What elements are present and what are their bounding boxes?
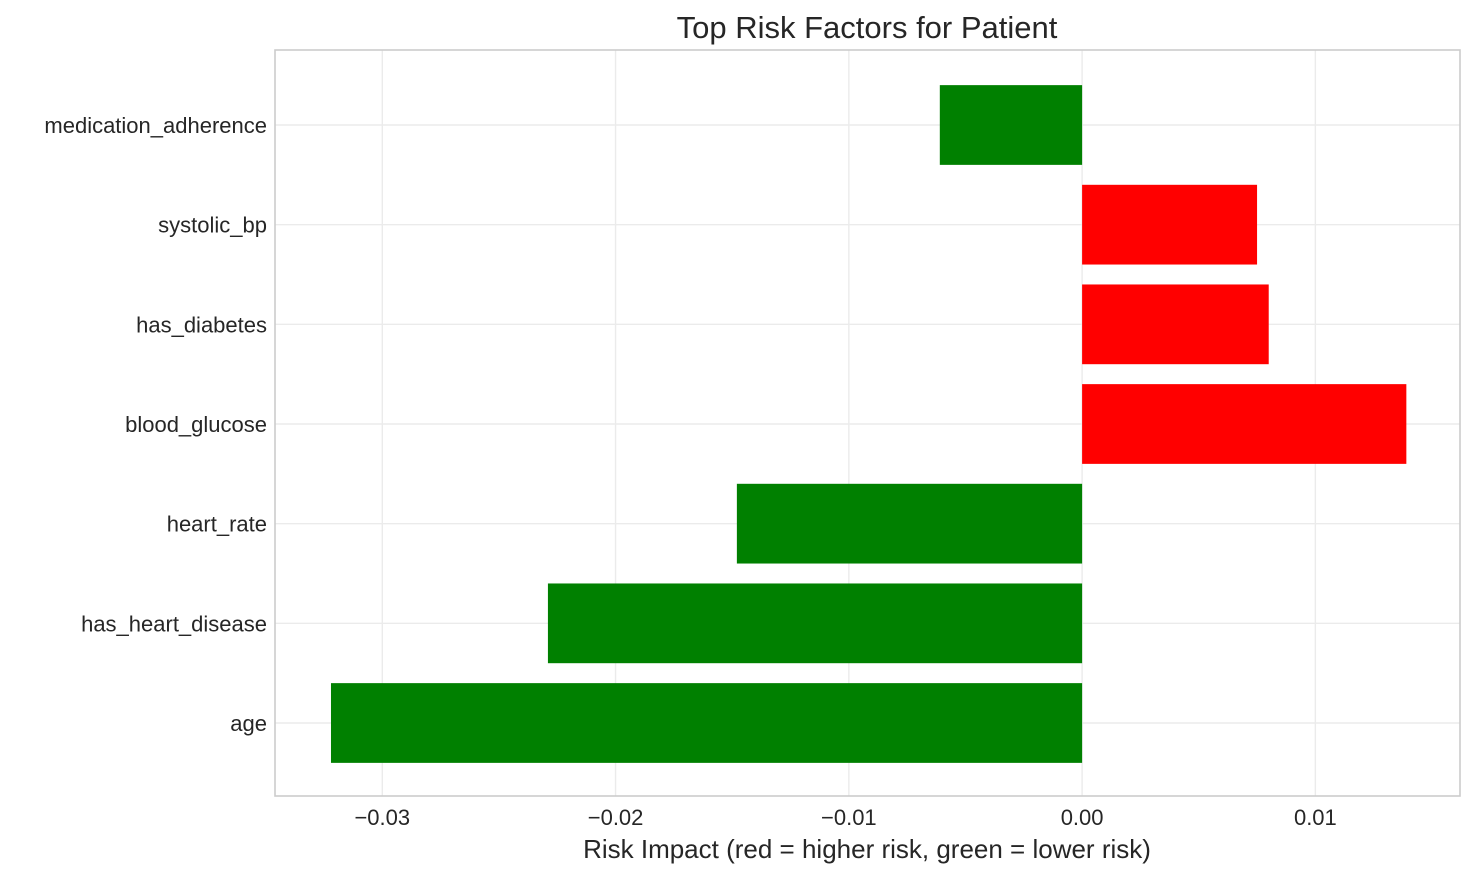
bar-has-diabetes	[1082, 284, 1269, 365]
y-tick-label: has_diabetes	[136, 312, 267, 337]
y-tick-label: heart_rate	[167, 512, 267, 537]
y-tick-label: medication_adherence	[44, 113, 267, 138]
y-tick-label: systolic_bp	[158, 213, 267, 238]
x-tick-label: −0.01	[821, 805, 877, 830]
x-tick-label: −0.02	[588, 805, 644, 830]
bar-age	[330, 683, 1083, 763]
bars	[330, 85, 1407, 763]
bar-has-heart-disease	[547, 583, 1083, 664]
bar-medication-adherence	[939, 85, 1083, 165]
y-tick-label: has_heart_disease	[81, 611, 267, 636]
x-tick-labels: −0.03 −0.02 −0.01 0.00 0.01	[354, 805, 1336, 830]
y-tick-labels: age has_heart_disease heart_rate blood_gluc…	[44, 113, 267, 736]
chart-title: Top Risk Factors for Patient	[677, 10, 1058, 45]
x-axis-label: Risk Impact (red = higher risk, green = …	[583, 834, 1151, 864]
x-tick-label: −0.03	[354, 805, 410, 830]
x-tick-label: 0.01	[1294, 805, 1337, 830]
bar-blood-glucose	[1082, 384, 1407, 464]
y-tick-label: blood_glucose	[125, 412, 267, 437]
bar-systolic-bp	[1082, 184, 1258, 265]
plot-frame	[274, 49, 1461, 797]
bar-heart-rate	[736, 483, 1083, 564]
y-tick-label: age	[230, 711, 267, 736]
x-tick-label: 0.00	[1061, 805, 1104, 830]
